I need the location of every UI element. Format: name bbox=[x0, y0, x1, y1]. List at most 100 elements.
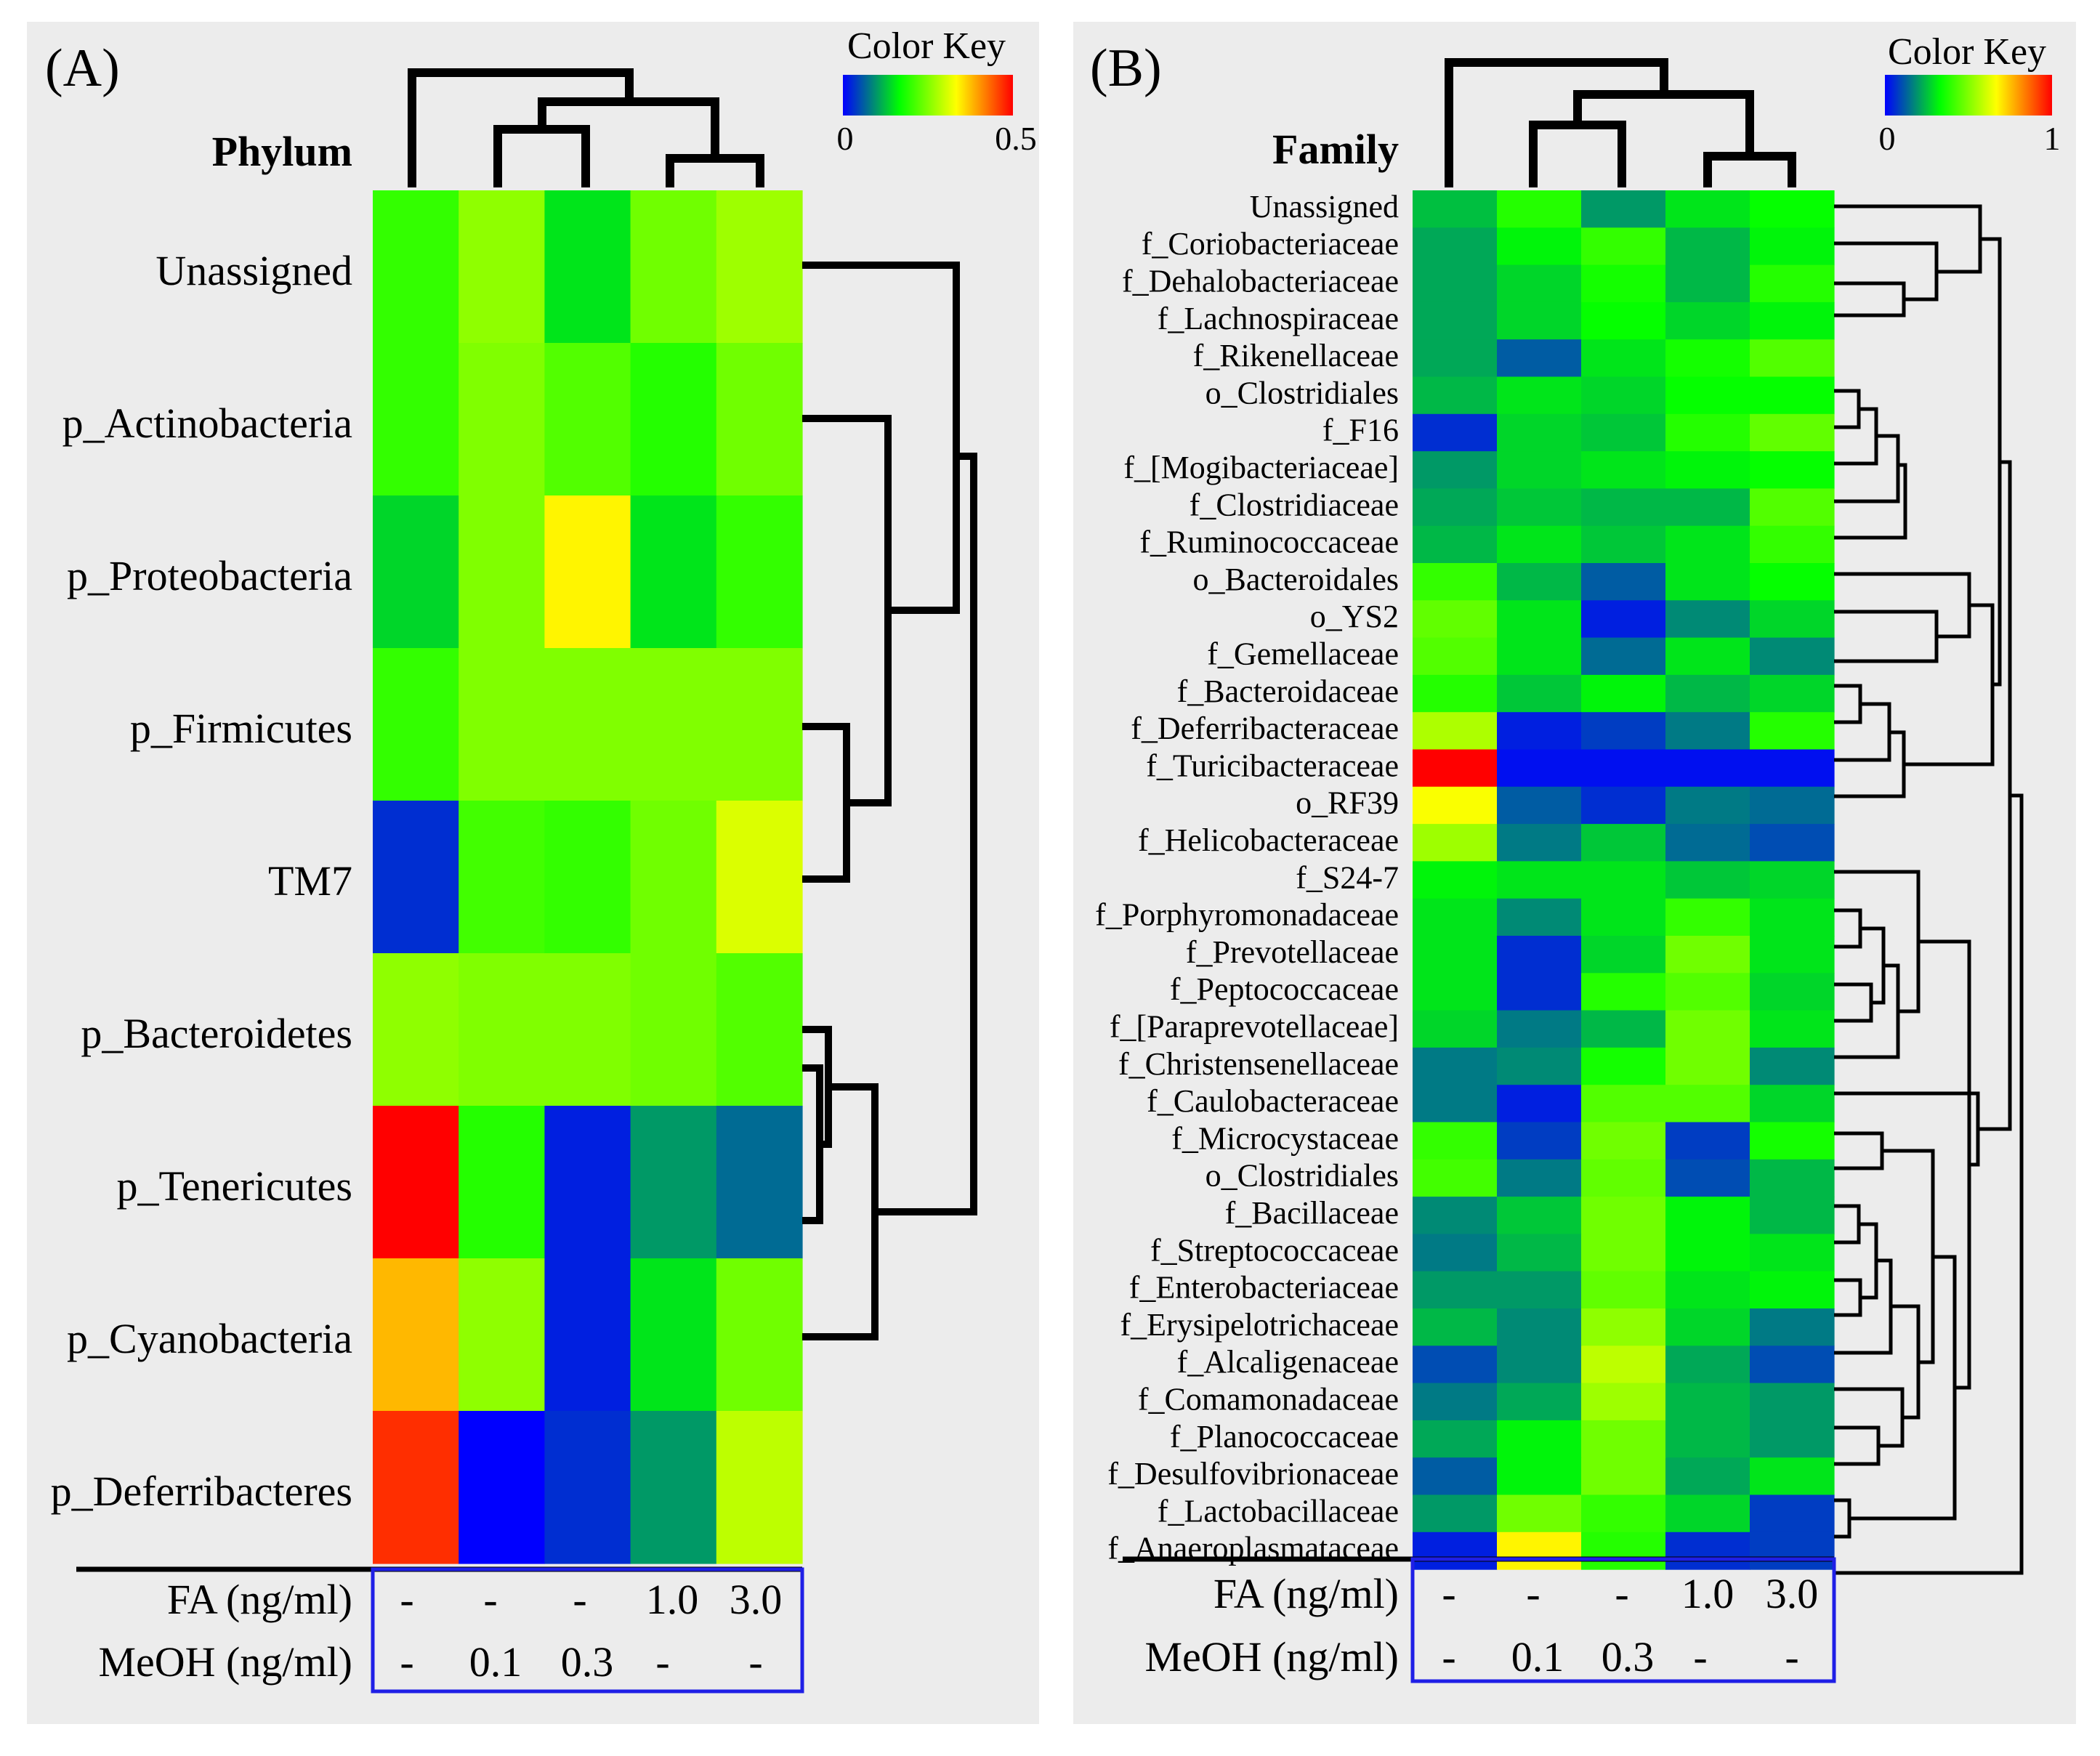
heat-cell-b-r24-c1 bbox=[1413, 1047, 1498, 1085]
heat-cell-b-r23-c3 bbox=[1581, 1010, 1666, 1048]
heat-cell-b-r26-c5 bbox=[1750, 1122, 1835, 1160]
heat-cell-b-r12-c1 bbox=[1413, 600, 1498, 639]
heat-cell-b-r9-c5 bbox=[1750, 488, 1835, 527]
panel-a-row-header: Phylum bbox=[212, 128, 352, 175]
heat-cell-a-r8-c5 bbox=[716, 1258, 803, 1412]
heat-cell-b-r3-c5 bbox=[1750, 264, 1835, 303]
heat-cell-b-r26-c2 bbox=[1497, 1122, 1582, 1160]
heat-cell-a-r6-c3 bbox=[544, 953, 631, 1106]
heat-cell-b-r22-c3 bbox=[1581, 973, 1666, 1011]
row-label-b-10: f_Ruminococcaceae bbox=[1139, 525, 1399, 560]
row-label-a-7: p_Tenericutes bbox=[117, 1162, 352, 1210]
heat-cell-b-r29-c3 bbox=[1581, 1234, 1666, 1272]
heat-cell-b-r37-c3 bbox=[1581, 1532, 1666, 1570]
heat-cell-b-r16-c2 bbox=[1497, 749, 1582, 788]
color-key-a-min: 0 bbox=[837, 120, 854, 157]
heat-cell-b-r14-c5 bbox=[1750, 674, 1835, 713]
fa-value-a-4: 1.0 bbox=[646, 1576, 699, 1623]
heat-cell-b-r8-c3 bbox=[1581, 451, 1666, 489]
heat-cell-b-r8-c5 bbox=[1750, 451, 1835, 489]
heat-cell-b-r15-c5 bbox=[1750, 712, 1835, 750]
heat-cell-a-r2-c3 bbox=[544, 343, 631, 496]
row-label-b-29: f_Streptococcaceae bbox=[1150, 1232, 1399, 1268]
heat-cell-b-r10-c1 bbox=[1413, 525, 1498, 564]
heat-cell-b-r12-c5 bbox=[1750, 600, 1835, 639]
heat-cell-b-r8-c2 bbox=[1497, 451, 1582, 489]
heat-cell-b-r4-c4 bbox=[1665, 302, 1750, 340]
row-dendro-b-link-6 bbox=[1834, 434, 1900, 503]
heat-cell-b-r29-c2 bbox=[1497, 1234, 1582, 1272]
conditions-a-box bbox=[371, 1567, 804, 1694]
heat-cell-b-r18-c5 bbox=[1750, 824, 1835, 862]
row-label-b-20: f_Porphyromonadaceae bbox=[1095, 897, 1399, 933]
heat-cell-b-r11-c3 bbox=[1581, 563, 1666, 601]
heat-cell-a-r9-c2 bbox=[459, 1411, 545, 1564]
heat-cell-a-r8-c3 bbox=[544, 1258, 631, 1412]
heat-cell-b-r4-c3 bbox=[1581, 302, 1666, 340]
heat-cell-b-r11-c1 bbox=[1413, 563, 1498, 601]
row-label-a-6: p_Bacteroidetes bbox=[81, 1010, 352, 1057]
heat-cell-a-r7-c2 bbox=[459, 1106, 545, 1259]
row-label-b-27: o_Clostridiales bbox=[1206, 1158, 1399, 1194]
heat-cell-b-r12-c4 bbox=[1665, 600, 1750, 639]
heat-cell-a-r3-c4 bbox=[630, 495, 717, 649]
heat-cell-b-r1-c1 bbox=[1413, 190, 1498, 228]
column-dendrogram-b bbox=[1445, 58, 1796, 187]
heat-cell-b-r6-c3 bbox=[1581, 376, 1666, 415]
heat-cell-b-r19-c1 bbox=[1413, 861, 1498, 899]
row-label-b-11: o_Bacteroidales bbox=[1193, 562, 1399, 597]
heat-cell-b-r18-c3 bbox=[1581, 824, 1666, 862]
heat-cell-a-r6-c2 bbox=[459, 953, 545, 1106]
heat-cell-b-r30-c4 bbox=[1665, 1271, 1750, 1309]
heat-cell-a-r5-c4 bbox=[630, 801, 717, 954]
heat-cell-b-r3-c3 bbox=[1581, 264, 1666, 303]
heat-cell-b-r9-c4 bbox=[1665, 488, 1750, 527]
heat-cell-b-r26-c4 bbox=[1665, 1122, 1750, 1160]
heat-cell-a-r6-c1 bbox=[373, 953, 459, 1106]
heat-cell-b-r14-c3 bbox=[1581, 674, 1666, 713]
heat-cell-a-r4-c5 bbox=[716, 648, 803, 801]
row-label-b-34: f_Planococcaceae bbox=[1170, 1419, 1399, 1454]
heat-cell-b-r15-c1 bbox=[1413, 712, 1498, 750]
heat-cell-a-r2-c1 bbox=[373, 343, 459, 496]
heat-cell-b-r13-c4 bbox=[1665, 637, 1750, 676]
heat-cell-a-r2-c4 bbox=[630, 343, 717, 496]
row-label-b-9: f_Clostridiaceae bbox=[1190, 487, 1399, 522]
heat-cell-b-r16-c1 bbox=[1413, 749, 1498, 788]
row-label-b-15: f_Deferribacteraceae bbox=[1131, 711, 1399, 746]
heat-cell-b-r25-c4 bbox=[1665, 1085, 1750, 1123]
heat-cell-b-r21-c2 bbox=[1497, 936, 1582, 974]
color-key-a-max: 0.5 bbox=[995, 120, 1037, 157]
row-label-b-7: f_F16 bbox=[1322, 413, 1399, 448]
heat-cell-a-r5-c1 bbox=[373, 801, 459, 954]
meoh-value-b-4: - bbox=[1693, 1633, 1707, 1680]
row-dendrogram-a bbox=[802, 262, 977, 1340]
color-key-a-gradient bbox=[843, 75, 1013, 116]
heat-cell-b-r1-c2 bbox=[1497, 190, 1582, 228]
meoh-value-a-5: - bbox=[748, 1638, 762, 1686]
fa-value-a-3: - bbox=[573, 1576, 586, 1623]
heat-cell-b-r3-c2 bbox=[1497, 264, 1582, 303]
panel-b-row-header: Family bbox=[1272, 126, 1399, 173]
heat-cell-b-r14-c1 bbox=[1413, 674, 1498, 713]
heat-cell-b-r19-c4 bbox=[1665, 861, 1750, 899]
color-key-b: Color Key 0 1 bbox=[1879, 31, 2061, 157]
heat-cell-a-r4-c1 bbox=[373, 648, 459, 801]
heat-cell-b-r11-c5 bbox=[1750, 563, 1835, 601]
heat-cell-b-r1-c4 bbox=[1665, 190, 1750, 228]
heat-cell-b-r17-c3 bbox=[1581, 786, 1666, 825]
heat-cell-b-r4-c2 bbox=[1497, 302, 1582, 340]
row-label-b-31: f_Erysipelotrichaceae bbox=[1120, 1307, 1399, 1343]
heat-cell-b-r8-c1 bbox=[1413, 451, 1498, 489]
color-key-a-title: Color Key bbox=[847, 25, 1006, 67]
heat-cell-b-r34-c5 bbox=[1750, 1420, 1835, 1458]
row-label-a-2: p_Actinobacteria bbox=[62, 400, 352, 447]
heat-cell-b-r34-c2 bbox=[1497, 1420, 1582, 1458]
row-dendro-a-link-6 bbox=[802, 262, 960, 614]
row-label-b-18: f_Helicobacteraceae bbox=[1138, 822, 1399, 858]
heat-cell-b-r36-c2 bbox=[1497, 1494, 1582, 1533]
heat-cell-b-r36-c1 bbox=[1413, 1494, 1498, 1533]
heat-cell-b-r31-c1 bbox=[1413, 1308, 1498, 1346]
heat-cell-b-r3-c4 bbox=[1665, 264, 1750, 303]
row-label-b-16: f_Turicibacteraceae bbox=[1146, 748, 1399, 783]
